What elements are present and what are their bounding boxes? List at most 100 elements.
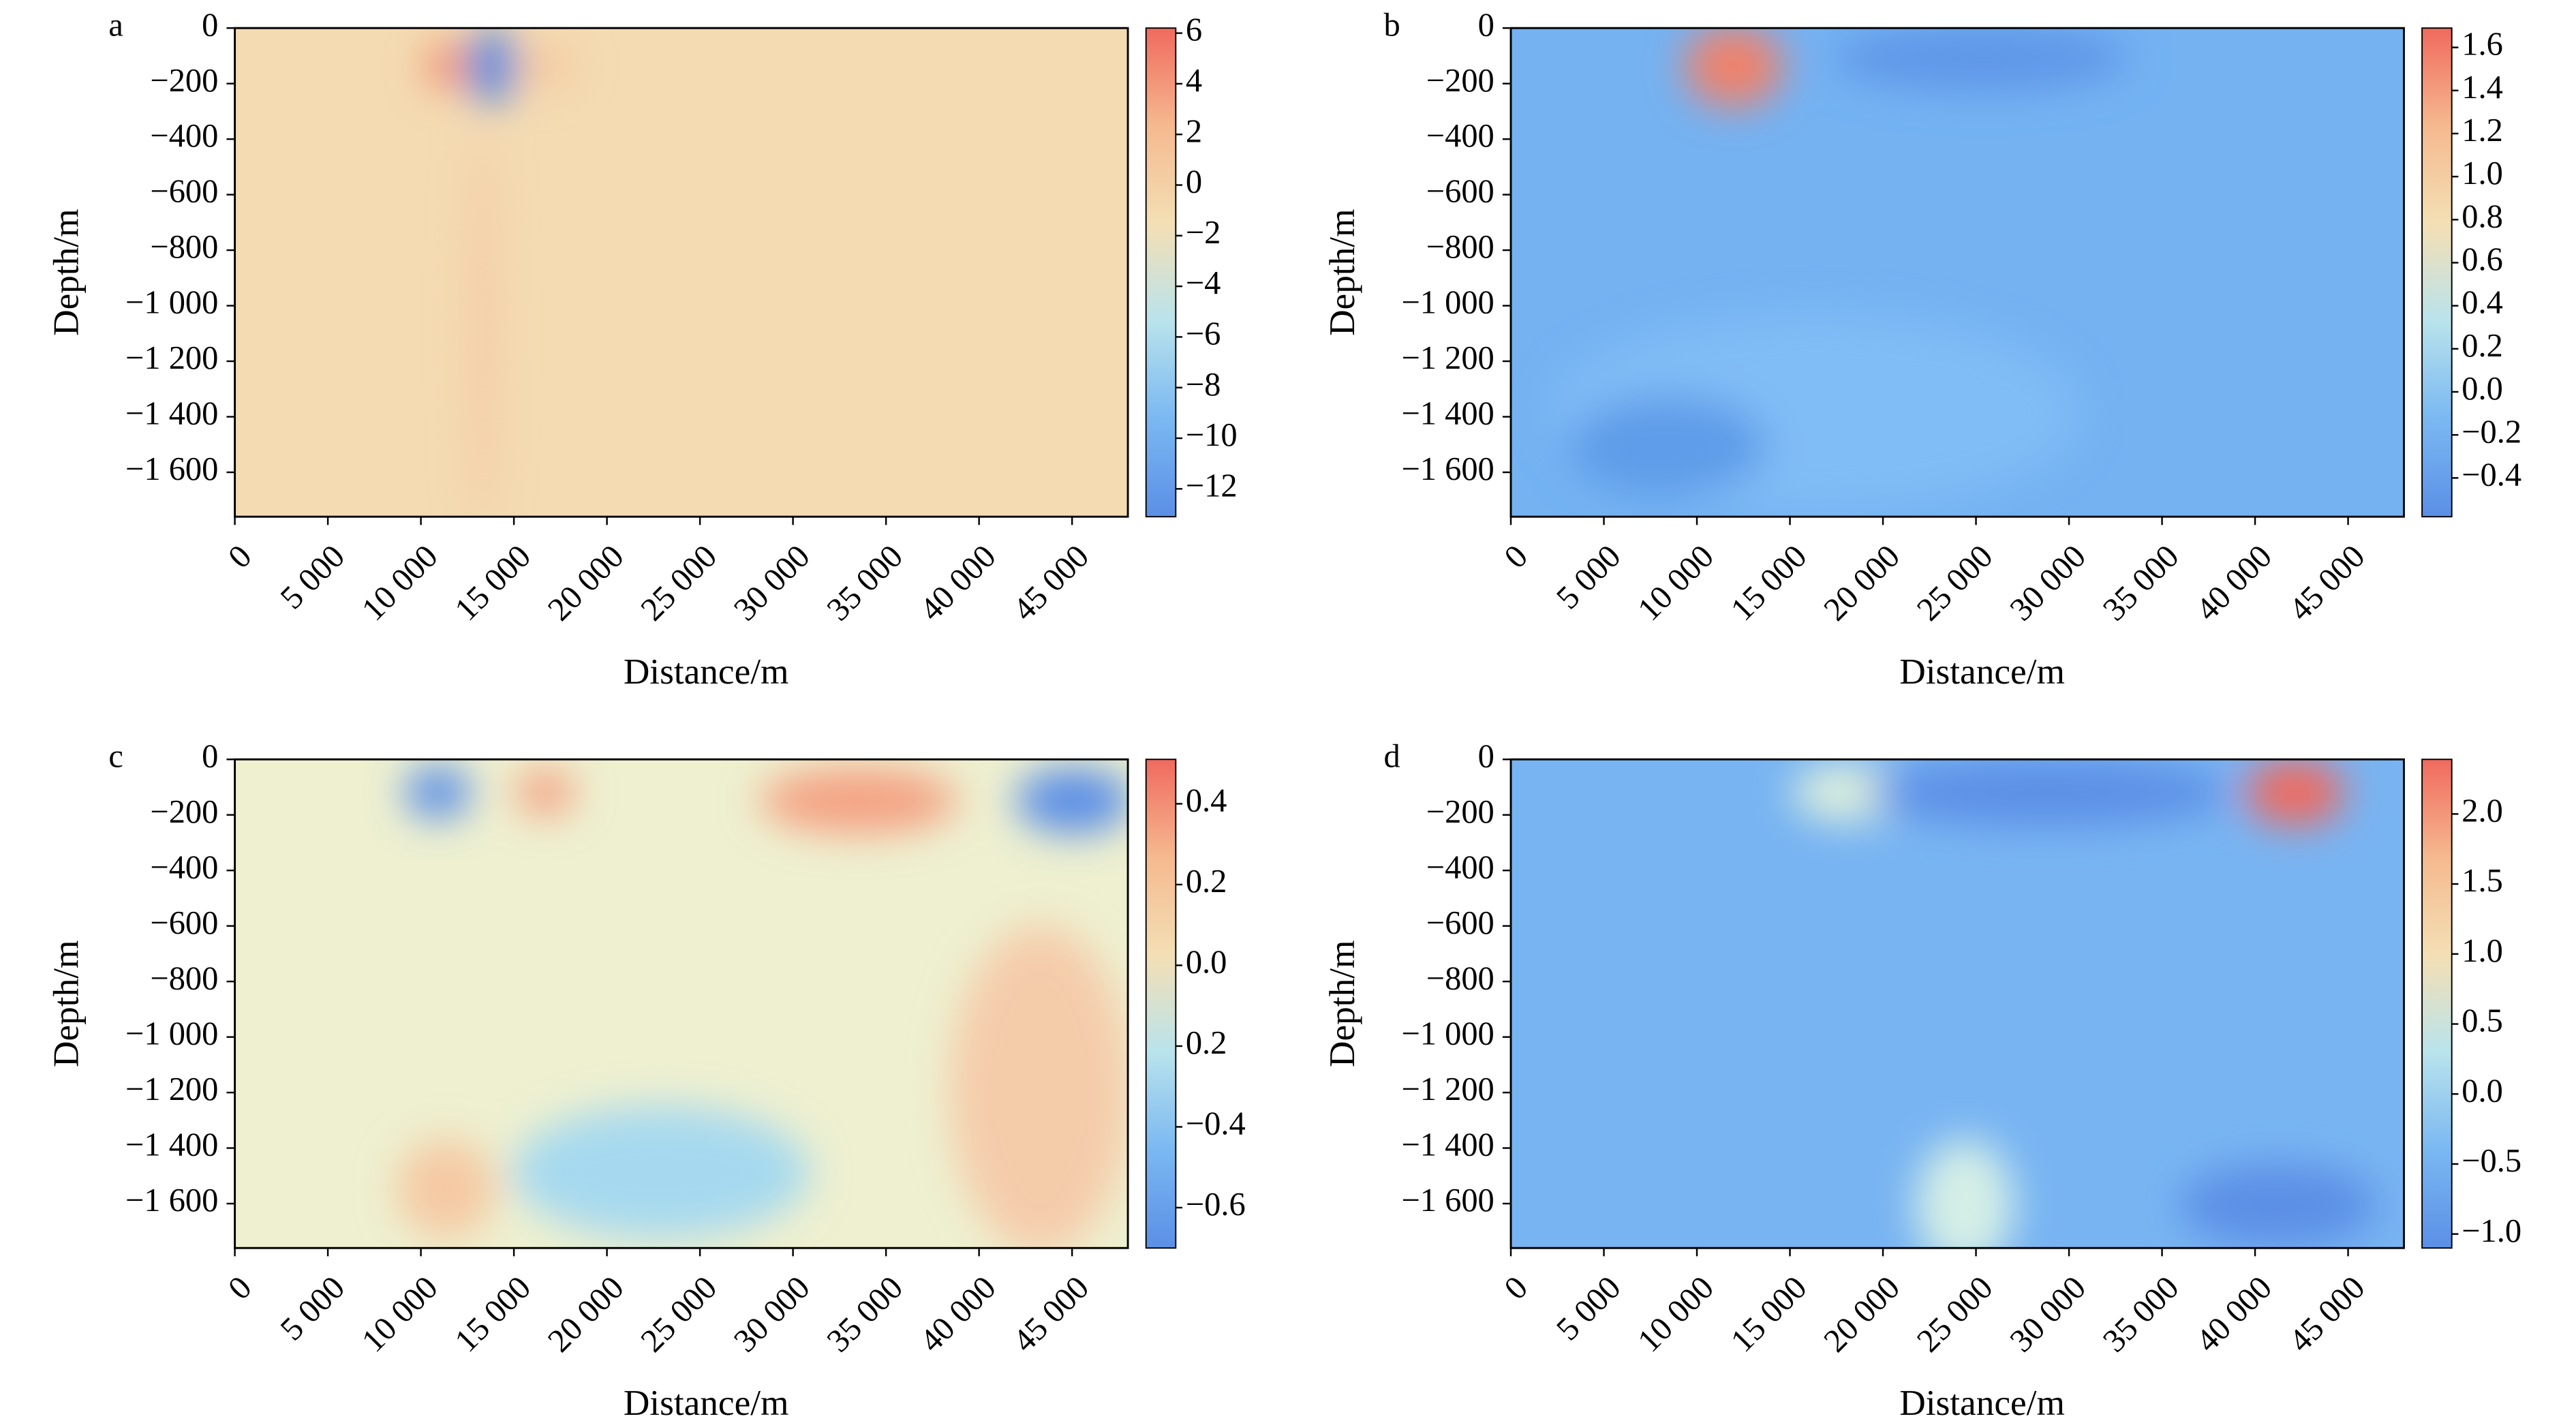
y-tick-label: 0 bbox=[202, 738, 218, 774]
field-blob bbox=[396, 1139, 496, 1238]
colorbar-tick-label: 0.5 bbox=[2462, 1003, 2503, 1039]
x-tick-label: 40 000 bbox=[2189, 1270, 2279, 1360]
y-tick-label: −1 600 bbox=[125, 451, 218, 487]
x-axis-label: Distance/m bbox=[624, 652, 789, 692]
x-tick-label: 35 000 bbox=[820, 538, 910, 628]
colorbar-tick-label: −12 bbox=[1186, 468, 1238, 504]
y-tick-label: −1 600 bbox=[1401, 1182, 1494, 1219]
colorbar-tick-label: 0.2 bbox=[1186, 863, 1227, 900]
x-tick-label: 5 000 bbox=[1550, 1270, 1628, 1348]
field-blob bbox=[759, 767, 958, 834]
colorbar-tick-label: 0.0 bbox=[2462, 371, 2503, 407]
y-tick-label: −1 400 bbox=[1401, 1127, 1494, 1163]
field-blob bbox=[515, 46, 575, 86]
x-tick-label: 10 000 bbox=[355, 1270, 445, 1360]
y-tick-label: −1 000 bbox=[1401, 285, 1494, 321]
y-tick-label: −800 bbox=[1426, 229, 1494, 265]
field bbox=[234, 28, 1129, 517]
colorbar-tick-label: 6 bbox=[1186, 12, 1202, 48]
panel-label: a bbox=[108, 7, 123, 43]
colorbar-tick-label: 1.6 bbox=[2462, 27, 2503, 63]
field-blobs bbox=[1552, 28, 2130, 512]
field-blob bbox=[1568, 396, 1767, 495]
x-tick-label: 15 000 bbox=[448, 538, 538, 628]
y-axis-label: Depth/m bbox=[46, 209, 87, 335]
colorbar-tick-label: 0.8 bbox=[2462, 198, 2503, 234]
colorbar-tick-label: −6 bbox=[1186, 316, 1221, 352]
x-tick-label: 15 000 bbox=[448, 1270, 538, 1360]
field-blob bbox=[1833, 28, 2130, 91]
colorbar-tick-label: −2 bbox=[1186, 215, 1221, 251]
field-blobs bbox=[426, 28, 575, 517]
x-tick-label: 5 000 bbox=[1550, 538, 1628, 617]
colorbar-tick-label: 0.4 bbox=[1186, 783, 1227, 819]
field-blob bbox=[426, 42, 466, 89]
plot-frame bbox=[234, 27, 1129, 518]
x-tick-label: 15 000 bbox=[1724, 1270, 1814, 1360]
y-tick-label: −600 bbox=[150, 905, 218, 941]
x-tick-label: 10 000 bbox=[1631, 538, 1721, 628]
x-tick-label: 40 000 bbox=[913, 1270, 1003, 1360]
x-tick-label: 35 000 bbox=[820, 1270, 910, 1360]
colorbar-tick-label: 1.0 bbox=[2462, 933, 2503, 969]
field-blob bbox=[1791, 763, 1907, 823]
y-tick-label: −1 000 bbox=[125, 285, 218, 321]
x-tick-label: 0 bbox=[1497, 538, 1535, 576]
x-tick-label: 35 000 bbox=[2096, 538, 2186, 628]
x-tick-label: 30 000 bbox=[727, 1270, 817, 1360]
field-blob bbox=[469, 132, 496, 517]
x-tick-label: 30 000 bbox=[727, 538, 817, 628]
x-tick-label: 10 000 bbox=[355, 538, 445, 628]
x-tick-label: 0 bbox=[221, 538, 259, 576]
y-tick-label: −200 bbox=[1426, 63, 1494, 99]
y-tick-label: −1 200 bbox=[125, 340, 218, 376]
x-tick-label: 45 000 bbox=[1006, 538, 1096, 628]
x-tick-label: 45 000 bbox=[2282, 1270, 2372, 1360]
field-blobs bbox=[1791, 759, 2378, 1249]
x-tick-label: 25 000 bbox=[1910, 1270, 2000, 1360]
field-blob bbox=[515, 769, 575, 816]
panel: a 0−200−400−600−800−1 000−1 200−1 400−1 6… bbox=[46, 7, 1238, 692]
field-blob bbox=[405, 765, 471, 819]
x-tick-label: 40 000 bbox=[2189, 538, 2279, 628]
x-tick-label: 20 000 bbox=[1817, 1270, 1907, 1360]
y-tick-label: −1 200 bbox=[1401, 340, 1494, 376]
colorbar-tick-label: 2.0 bbox=[2462, 793, 2503, 829]
y-tick-label: −200 bbox=[1426, 794, 1494, 830]
field bbox=[234, 759, 1129, 1249]
panel-label: d bbox=[1383, 738, 1400, 774]
colorbar-tick-label: −4 bbox=[1186, 265, 1221, 301]
y-tick-label: −1 400 bbox=[125, 1127, 218, 1163]
field-base bbox=[234, 28, 1129, 517]
colorbar-tick-label: −0.5 bbox=[2462, 1143, 2521, 1179]
x-axis-label: Distance/m bbox=[1899, 652, 2065, 692]
y-tick-label: −800 bbox=[1426, 960, 1494, 996]
colorbar-tick-label: 0 bbox=[1186, 164, 1202, 200]
colorbar-tick-label: 1.0 bbox=[2462, 155, 2503, 192]
x-tick-label: 20 000 bbox=[1817, 538, 1907, 628]
field-blob bbox=[469, 28, 516, 106]
panel: b 0 −200 −400 −600 −800 −1 000 −1 200 −1 400 −1 6… bbox=[1322, 7, 2521, 692]
field bbox=[1511, 28, 2404, 517]
panel-label: b bbox=[1383, 7, 1400, 43]
colorbar-tick-label: −0.4 bbox=[2462, 457, 2521, 493]
colorbar-tick-label: −8 bbox=[1186, 367, 1221, 403]
y-axis-label: Depth/m bbox=[1322, 940, 1362, 1067]
field-blob bbox=[1015, 767, 1129, 834]
colorbar-tick-label: 0.6 bbox=[2462, 242, 2503, 278]
field-blob bbox=[1915, 1139, 2014, 1249]
field-blob bbox=[2179, 1163, 2378, 1246]
field-blob bbox=[2245, 759, 2345, 826]
y-tick-label: −400 bbox=[1426, 118, 1494, 154]
colorbar-tick-label: −1.0 bbox=[2462, 1213, 2521, 1249]
x-tick-label: 5 000 bbox=[274, 538, 352, 617]
x-tick-label: 25 000 bbox=[634, 1270, 724, 1360]
y-tick-label: −1 600 bbox=[125, 1182, 218, 1219]
y-tick-label: 0 bbox=[202, 7, 218, 43]
x-tick-label: 20 000 bbox=[541, 538, 631, 628]
x-tick-label: 30 000 bbox=[2003, 538, 2093, 628]
x-tick-label: 45 000 bbox=[2282, 538, 2372, 628]
field-blob bbox=[512, 1105, 810, 1238]
y-tick-label: 0 bbox=[1478, 7, 1494, 43]
